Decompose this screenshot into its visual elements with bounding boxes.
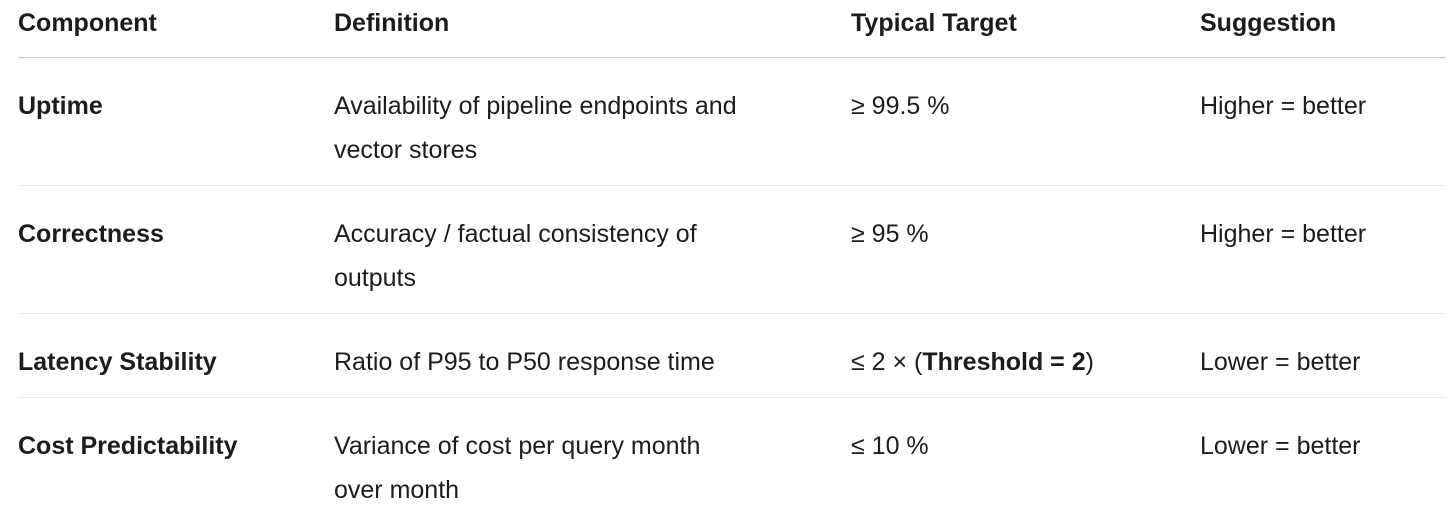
target-cell: ≤ 10 % [851, 432, 929, 460]
component-cell: Latency Stability [18, 313, 334, 398]
suggestion-cell: Higher = better [1200, 185, 1446, 314]
table-row-latency-stability: Latency Stability Ratio of P95 to P50 re… [18, 313, 1446, 398]
target-cell: ≥ 99.5 % [851, 57, 1200, 186]
table-header: Component Definition Typical Target Sugg… [18, 0, 1446, 58]
suggestion-cell: Higher = better [1200, 57, 1446, 186]
target-cell: ≥ 95 % [851, 185, 1200, 314]
definition-line: Accuracy / factual consistency of [334, 220, 697, 248]
definition-line: over month [334, 476, 460, 504]
target-threshold-bold: Threshold = 2 [922, 348, 1086, 376]
definition-line: Variance of cost per query month [334, 432, 701, 460]
definition-cell: Variance of cost per query month over mo… [334, 398, 851, 514]
table-body: Uptime Availability of pipeline endpoint… [18, 57, 1446, 514]
target-text: ≤ 2 × ( [851, 348, 923, 376]
definition-cell: Accuracy / factual consistency of output… [334, 185, 851, 314]
column-header-definition: Definition [334, 0, 851, 58]
component-cell: Cost Predictability [18, 432, 238, 460]
definition-line: outputs [334, 264, 417, 292]
target-text: ) [1085, 348, 1094, 376]
target-cell: ≤ 2 × (Threshold = 2) [851, 313, 1200, 398]
component-cell: Uptime [18, 57, 334, 186]
header-row: Component Definition Typical Target Sugg… [18, 0, 1446, 58]
component-cell: Correctness [18, 185, 334, 314]
table-row-correctness: Correctness Accuracy / factual consisten… [18, 185, 1446, 314]
definition-cell: Ratio of P95 to P50 response time [334, 313, 851, 398]
column-header-typical-target: Typical Target [851, 0, 1200, 58]
column-header-component: Component [18, 0, 334, 58]
metrics-table: Component Definition Typical Target Sugg… [18, 0, 1446, 514]
definition-line: Ratio of P95 to P50 response time [334, 348, 715, 376]
column-header-suggestion: Suggestion [1200, 0, 1446, 58]
definition-cell: Availability of pipeline endpoints and v… [334, 57, 851, 186]
table-row-cost-predictability: Cost Predictability Variance of cost per… [18, 398, 1446, 514]
suggestion-cell: Lower = better [1200, 432, 1361, 460]
suggestion-cell: Lower = better [1200, 313, 1446, 398]
table-row-uptime: Uptime Availability of pipeline endpoint… [18, 57, 1446, 186]
definition-line: vector stores [334, 136, 478, 164]
definition-line: Availability of pipeline endpoints and [334, 92, 737, 120]
